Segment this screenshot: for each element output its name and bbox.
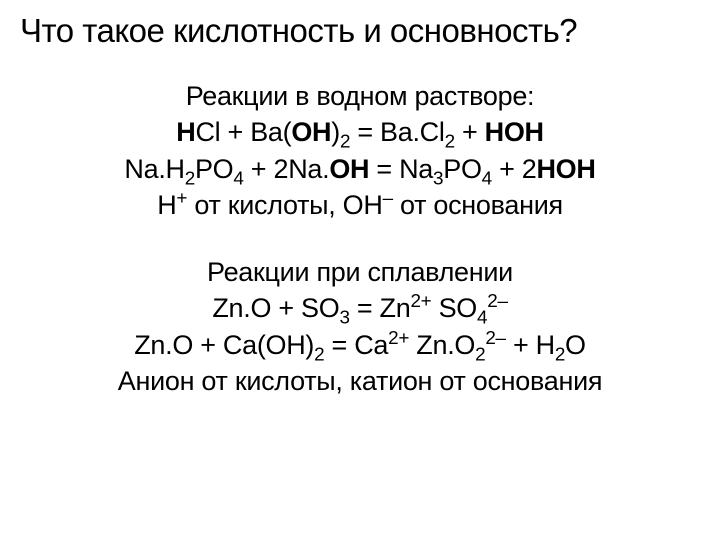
eq2-end: + 2	[492, 154, 537, 184]
eq4-o: O	[565, 330, 586, 360]
sub-2f: 2	[555, 344, 565, 365]
sub-3: 3	[433, 168, 443, 189]
bold-h: H	[176, 117, 195, 147]
eq2-pre: Na.H	[124, 154, 184, 184]
section-fusion: Реакции при сплавлении Zn.O + SO3 = Zn2+…	[20, 254, 700, 400]
sub-2b: 2	[445, 132, 455, 153]
eq3-mid: = Zn	[350, 293, 411, 323]
eq1-paren: )	[331, 117, 340, 147]
eq2-plus: + 2Na.	[244, 154, 330, 184]
eq3-so: SO	[431, 293, 477, 323]
section2-note: Анион от кислоты, катион от основания	[20, 363, 700, 399]
sub-2: 2	[340, 132, 350, 153]
eq4-mid: = Ca	[324, 330, 388, 360]
bold-hoh: HOH	[485, 117, 544, 147]
sup-2minus: 2–	[487, 291, 507, 312]
section1-note: H+ от кислоты, OH– от основания	[20, 187, 700, 223]
note-mid: от кислоты,	[187, 190, 343, 220]
equation-1: HCl + Ba(OH)2 = Ba.Cl2 + HOH	[20, 114, 700, 150]
eq2-eq: = Na	[369, 154, 433, 184]
eq3-pre: Zn.O + SO	[212, 293, 339, 323]
eq1-post: = Ba.Cl	[350, 117, 444, 147]
sub-2c: 2	[185, 168, 195, 189]
sub-2d: 2	[314, 344, 324, 365]
eq2-po: PO	[195, 154, 233, 184]
sub-2e: 2	[475, 344, 485, 365]
note-end: от основания	[393, 190, 563, 220]
sup-2plusb: 2+	[388, 328, 409, 349]
eq4-zno: Zn.O	[409, 330, 475, 360]
sub-4c: 4	[477, 308, 487, 329]
bold-oh: OH	[291, 117, 331, 147]
equation-4: Zn.O + Ca(OH)2 = Ca2+ Zn.O22– + H2O	[20, 327, 700, 363]
eq1-plus: +	[455, 117, 485, 147]
bold-hoh2: HOH	[536, 154, 595, 184]
sup-plus: +	[176, 188, 187, 209]
bold-oh2: OH	[329, 154, 369, 184]
note-h: H	[157, 190, 176, 220]
eq2-po2: PO	[443, 154, 481, 184]
slide-title: Что такое кислотность и основность?	[20, 12, 700, 50]
note-oh: OH	[343, 190, 383, 220]
sub-3b: 3	[339, 308, 349, 329]
eq4-pre: Zn.O + Ca(OH)	[134, 330, 314, 360]
sup-2minusb: 2–	[485, 328, 505, 349]
sub-4: 4	[233, 168, 243, 189]
sub-4b: 4	[482, 168, 492, 189]
sup-minus: –	[383, 188, 393, 209]
section-aqueous: Реакции в водном растворе: HCl + Ba(OH)2…	[20, 78, 700, 224]
sup-2plus: 2+	[410, 291, 431, 312]
section2-heading: Реакции при сплавлении	[20, 254, 700, 290]
eq4-end: + H	[506, 330, 555, 360]
equation-3: Zn.O + SO3 = Zn2+ SO42–	[20, 290, 700, 326]
section1-heading: Реакции в водном растворе:	[20, 78, 700, 114]
eq1-text: Cl + Ba(	[195, 117, 291, 147]
equation-2: Na.H2PO4 + 2Na.OH = Na3PO4 + 2HOH	[20, 151, 700, 187]
